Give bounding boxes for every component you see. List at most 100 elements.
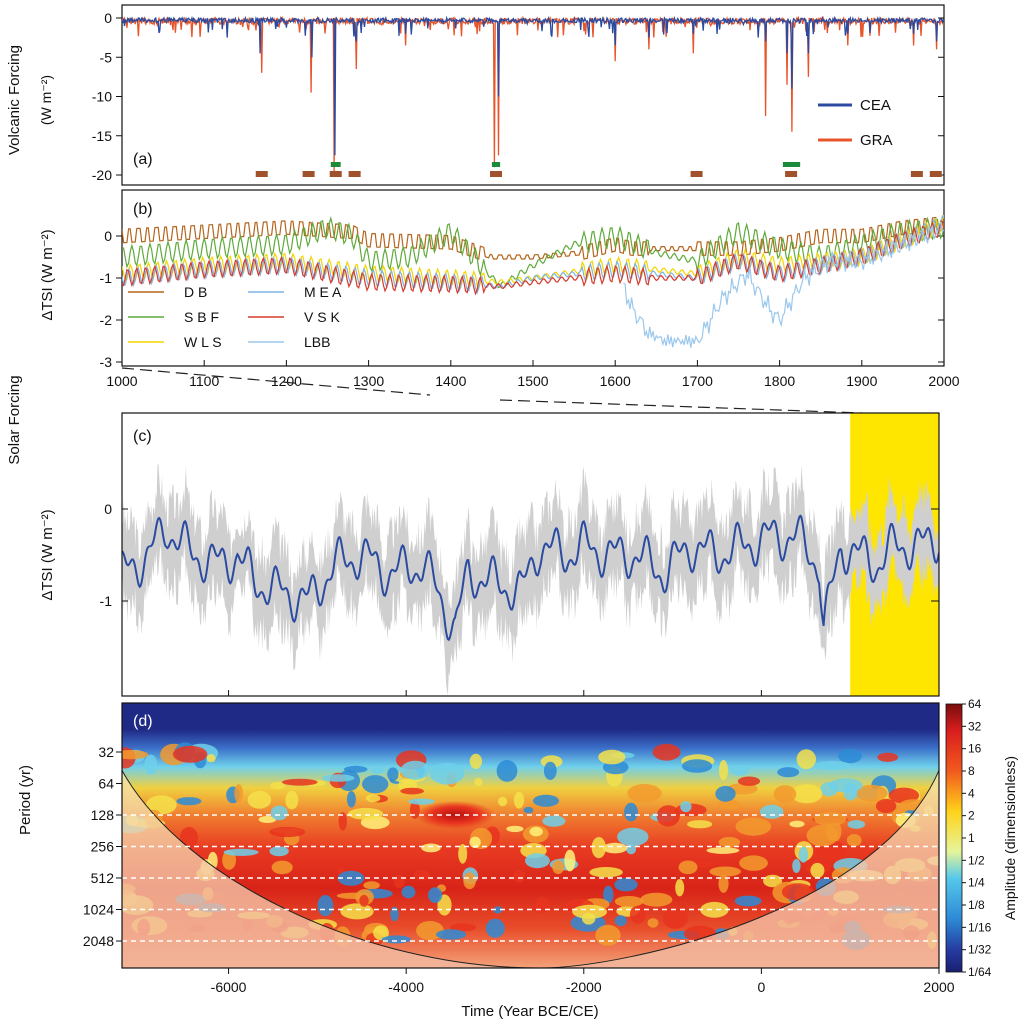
wavelet-cell	[269, 846, 289, 857]
wavelet-cell	[234, 784, 244, 803]
wavelet-cell	[532, 794, 560, 807]
cone-of-influence-shade	[122, 770, 939, 968]
wavelet-cell	[513, 869, 525, 883]
wavelet-cell	[718, 874, 729, 893]
tsi-mean-line	[122, 514, 939, 642]
x-tick-label: 1400	[435, 373, 466, 389]
x-tick-label: 1300	[353, 373, 384, 389]
wavelet-cell	[458, 844, 468, 864]
y-tick-label: -10	[92, 89, 112, 105]
wavelet-cell	[529, 826, 543, 837]
y-tick-label: 128	[91, 807, 115, 823]
wavelet-cell	[144, 754, 158, 775]
wavelet-cell	[430, 762, 465, 785]
wavelet-cell	[734, 895, 762, 907]
wavelet-cell	[421, 843, 441, 853]
wavelet-cell	[485, 918, 505, 938]
colorbar-tick-label: 8	[968, 764, 975, 778]
wavelet-cell	[437, 894, 452, 916]
volcanic-forcing-label: Volcanic Forcing	[6, 45, 23, 155]
wavelet-cell	[463, 872, 476, 890]
wavelet-cell	[247, 790, 272, 809]
panel-b-plot	[122, 214, 944, 348]
wavelet-cell	[739, 855, 768, 871]
wavelet-cell	[381, 935, 411, 944]
x-tick-label: 1700	[682, 373, 713, 389]
cone-of-influence-line	[122, 770, 939, 968]
series-MEA	[122, 214, 944, 295]
wavelet-cell	[810, 862, 825, 879]
x-tick-label: -4000	[388, 979, 424, 995]
x-axis-label: Time (Year BCE/CE)	[461, 1003, 598, 1020]
wavelet-cell	[428, 887, 443, 903]
eruption-marker	[329, 171, 342, 177]
wavelet-cell	[206, 754, 216, 763]
wavelet-cell	[791, 784, 823, 804]
uncertainty-band	[122, 463, 939, 695]
panel-a-plot	[122, 15, 944, 172]
wavelet-cell	[773, 785, 797, 804]
wavelet-cell	[533, 901, 550, 914]
wavelet-cell	[348, 807, 384, 820]
legend-label-MEA: M E A	[304, 284, 342, 300]
y-axis-label-b: ΔTSI (W m⁻²)	[39, 229, 56, 320]
panel-label-a: (a)	[133, 151, 153, 168]
wavelet-cell	[680, 801, 692, 813]
x-tick-label: 1500	[517, 373, 548, 389]
series-SBF	[122, 215, 944, 289]
wavelet-cell	[400, 760, 430, 780]
colorbar-tick-label: 1/16	[968, 920, 992, 934]
wavelet-cell	[513, 791, 525, 809]
colorbar-tick-label: 1	[968, 831, 975, 845]
wavelet-cell	[614, 896, 644, 907]
x-tick-label: 1000	[106, 373, 137, 389]
eruption-marker	[929, 171, 942, 177]
wavelet-cell	[271, 860, 293, 875]
wavelet-cell	[474, 777, 483, 787]
wavelet-cell	[640, 892, 673, 907]
eruption-marker	[785, 171, 798, 177]
series-VSK	[122, 220, 944, 296]
wavelet-cell	[180, 826, 198, 849]
wavelet-cell	[798, 846, 809, 863]
eruption-marker	[690, 171, 703, 177]
legend-label-VSK: V S K	[304, 309, 340, 325]
wavelet-cell	[814, 760, 851, 770]
wavelet-cell	[317, 895, 334, 917]
y-tick-label: 0	[104, 228, 112, 244]
panel-label-b: (b)	[133, 201, 153, 218]
wavelet-cell	[436, 929, 467, 940]
wavelet-cell	[176, 797, 202, 806]
wavelet-cell	[843, 783, 858, 801]
wavelet-cell	[498, 796, 508, 807]
eruption-marker-green	[330, 162, 341, 167]
y-tick-label: -1	[100, 270, 113, 286]
wavelet-cell	[735, 817, 772, 836]
eruption-marker-green	[782, 162, 801, 167]
wavelet-cell	[602, 842, 628, 854]
wavelet-cell	[806, 824, 839, 847]
wavelet-cell	[340, 903, 374, 920]
wavelet-cell	[700, 901, 729, 918]
x-tick-label: -2000	[566, 979, 602, 995]
wavelet-cell	[719, 760, 728, 781]
wavelet-cell	[523, 806, 534, 814]
panel-c-frame	[121, 412, 940, 697]
y-tick-label: 2048	[83, 933, 114, 949]
wavelet-cell	[285, 790, 299, 810]
colorbar-label: Amplitude (dimensionless)	[1002, 756, 1018, 920]
x-tick-label: 2000	[928, 373, 959, 389]
wavelet-cell	[591, 837, 606, 859]
colorbar-tick-label: 1/4	[968, 876, 985, 890]
eruption-marker	[490, 171, 503, 177]
wavelet-cell	[552, 860, 565, 875]
y-tick-label: -1	[100, 593, 113, 609]
wavelet-cell	[814, 812, 847, 826]
series-CEA	[122, 15, 944, 156]
legend-label-SBF: S B F	[184, 309, 219, 325]
wavelet-cell	[359, 894, 369, 907]
solar-forcing-label: Solar Forcing	[6, 375, 23, 464]
wavelet-cell	[718, 836, 741, 848]
wavelet-cell	[759, 804, 784, 819]
x-tick-label: 2000	[923, 979, 954, 995]
